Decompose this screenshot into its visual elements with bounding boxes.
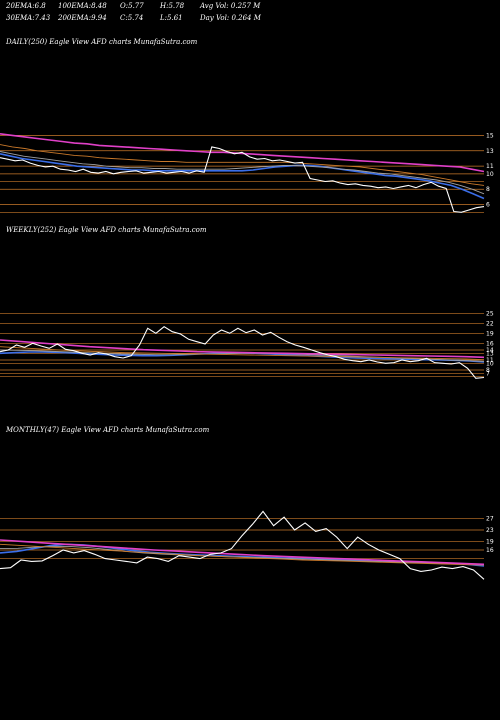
monthly-chart: 27 23 19 16 <box>0 510 494 580</box>
y-tick-label: 15 <box>486 132 494 139</box>
ema200-stat: 200EMA:9.94 <box>58 14 107 22</box>
price-line <box>0 326 485 379</box>
y-tick-label: 10 <box>486 360 494 367</box>
y-tick-label: 8 <box>486 186 490 193</box>
ema-pink-line <box>0 539 485 566</box>
ema-pink-line <box>0 133 485 173</box>
ema-orange-line <box>0 346 485 361</box>
y-tick-label: 16 <box>486 547 494 554</box>
y-tick-label: 10 <box>486 171 494 178</box>
price-line <box>0 510 485 580</box>
ema-gray-line <box>0 151 485 195</box>
y-tick-label: 7 <box>486 370 490 377</box>
price-line <box>0 146 485 213</box>
y-tick-label: 6 <box>486 202 490 209</box>
y-tick-label: 11 <box>486 163 494 170</box>
weekly-panel-title: WEEKLY(252) Eagle View AFD charts Munafa… <box>6 226 207 234</box>
y-tick-label: 22 <box>486 320 494 327</box>
low-stat: L:5.61 <box>160 14 183 22</box>
y-tick-label: 14 <box>486 347 494 354</box>
day-vol-stat: Day Vol: 0.264 M <box>200 14 261 22</box>
avg-vol-stat: Avg Vol: 0.257 M <box>200 2 261 10</box>
y-tick-label: 23 <box>486 527 494 534</box>
open-stat: O:5.77 <box>120 2 144 10</box>
y-tick-label: 25 <box>486 310 494 317</box>
ema-orange-line <box>0 543 485 566</box>
y-tick-label: 13 <box>486 148 494 155</box>
ema30-stat: 30EMA:7.43 <box>6 14 51 22</box>
y-tick-label: 16 <box>486 340 494 347</box>
y-tick-label: 13 <box>486 350 494 357</box>
y-tick-label: 11 <box>486 357 494 364</box>
y-tick-label: 19 <box>486 330 494 337</box>
y-tick-label: 8 <box>486 367 490 374</box>
ema-blue-line <box>0 153 485 200</box>
high-stat: H:5.78 <box>160 2 185 10</box>
ema100-stat: 100EMA:8.48 <box>58 2 107 10</box>
daily-panel-title: DAILY(250) Eagle View AFD charts MunafaS… <box>6 38 198 46</box>
monthly-panel-title: MONTHLY(47) Eagle View AFD charts Munafa… <box>6 426 210 434</box>
ema20-stat: 20EMA:6.8 <box>6 2 46 10</box>
y-tick-label: 19 <box>486 538 494 545</box>
ema-orange-line <box>0 144 485 186</box>
ema-pink-line <box>0 339 485 359</box>
y-tick-label: 27 <box>486 516 494 523</box>
close-stat: C:5.74 <box>120 14 144 22</box>
